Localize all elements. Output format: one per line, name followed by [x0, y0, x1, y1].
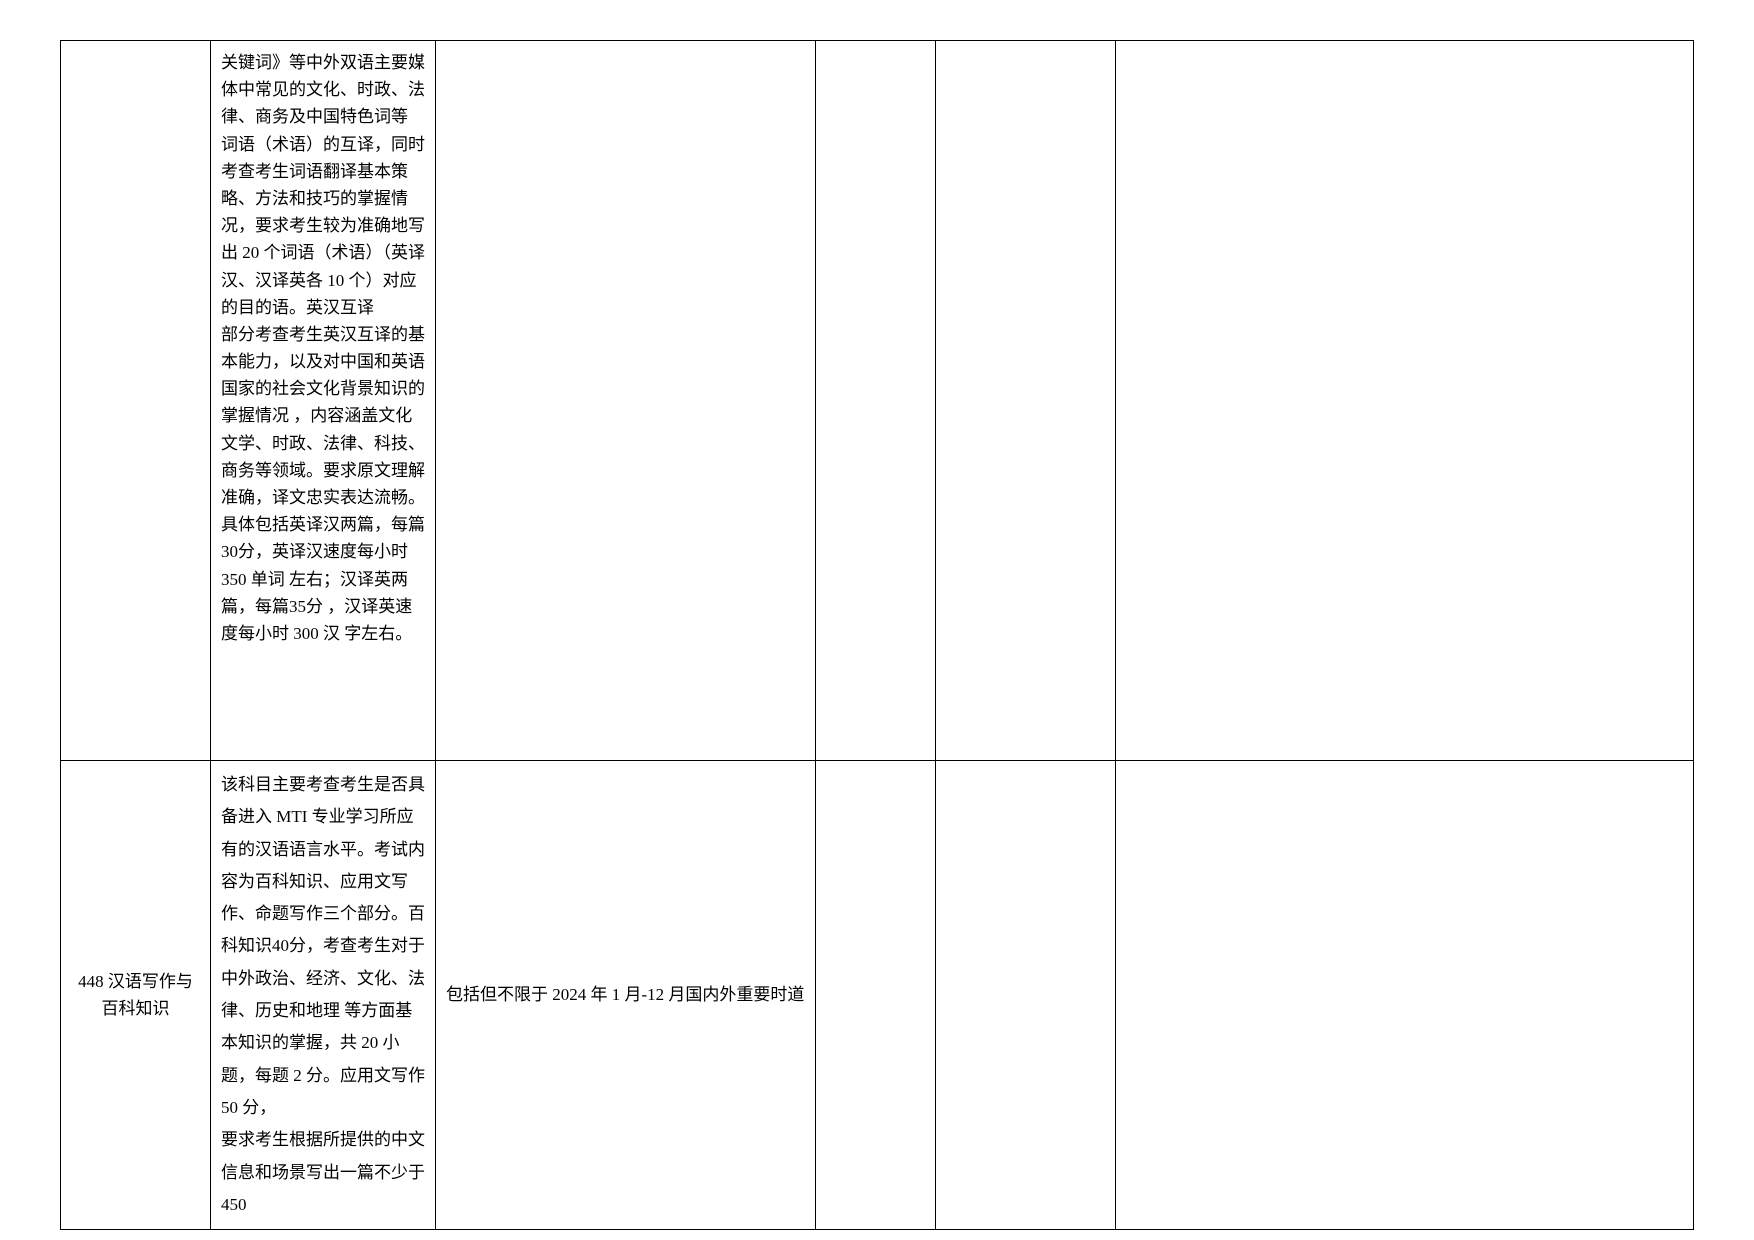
cell-empty: [936, 761, 1116, 1230]
cell-empty: [936, 41, 1116, 761]
cell-empty: [1116, 41, 1694, 761]
table-row: 448 汉语写作与百科知识 该科目主要考查考生是否具备进入 MTI 专业学习所应…: [61, 761, 1694, 1230]
cell-empty: [816, 41, 936, 761]
document-table: 关键词》等中外双语主要媒体中常见的文化、时政、法律、商务及中国特色词等 词语（术…: [60, 40, 1694, 1230]
cell-content: [436, 41, 816, 761]
table-row: 关键词》等中外双语主要媒体中常见的文化、时政、法律、商务及中国特色词等 词语（术…: [61, 41, 1694, 761]
cell-code: 448 汉语写作与百科知识: [61, 761, 211, 1230]
cell-description: 该科目主要考查考生是否具备进入 MTI 专业学习所应有的汉语语言水平。考试内容为…: [211, 761, 436, 1230]
cell-description: 关键词》等中外双语主要媒体中常见的文化、时政、法律、商务及中国特色词等 词语（术…: [211, 41, 436, 761]
cell-code: [61, 41, 211, 761]
cell-content: 包括但不限于 2024 年 1 月-12 月国内外重要时道: [436, 761, 816, 1230]
cell-empty: [1116, 761, 1694, 1230]
cell-empty: [816, 761, 936, 1230]
